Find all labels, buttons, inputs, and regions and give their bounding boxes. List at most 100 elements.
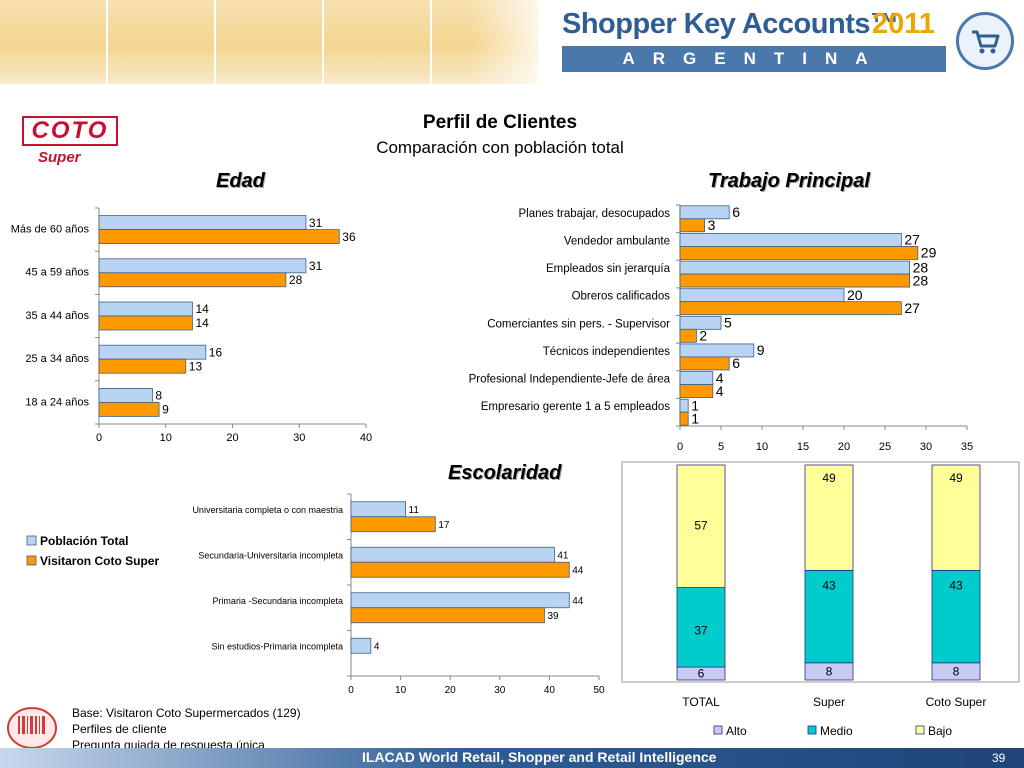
data-label: 4 bbox=[716, 383, 724, 399]
bar bbox=[98, 258, 307, 274]
legend-label: Alto bbox=[726, 724, 747, 738]
category-label: Secundaria-Universitaria incompleta bbox=[198, 551, 343, 561]
data-label: 9 bbox=[162, 403, 169, 417]
banner-photo bbox=[108, 0, 216, 84]
bar bbox=[679, 205, 730, 220]
brand-title: Shopper Key Accounts™ bbox=[562, 8, 899, 40]
category-label: Más de 60 años bbox=[11, 224, 90, 236]
page-title: Perfil de Clientes bbox=[422, 112, 578, 133]
brand-year: 2011 bbox=[872, 8, 935, 40]
category-label: Vendedor ambulante bbox=[564, 235, 670, 247]
tick-label: 25 bbox=[879, 441, 891, 453]
data-label: 36 bbox=[342, 230, 356, 244]
bar bbox=[98, 344, 207, 360]
tick-label: 10 bbox=[160, 432, 172, 444]
legend-swatch bbox=[807, 725, 817, 735]
bar bbox=[98, 401, 160, 417]
page-subtitle: Comparación con población total bbox=[376, 138, 624, 157]
data-label: 6 bbox=[698, 667, 705, 681]
tick-label: 30 bbox=[293, 432, 305, 444]
data-label: 28 bbox=[913, 272, 929, 288]
footnote-profile: Perfiles de cliente bbox=[72, 722, 167, 736]
tick-label: 30 bbox=[494, 685, 506, 696]
coto-logo: COTO Super bbox=[22, 116, 118, 168]
tick-label: 35 bbox=[961, 441, 973, 453]
bar bbox=[350, 561, 570, 578]
bar bbox=[98, 315, 193, 331]
category-label: Planes trabajar, desocupados bbox=[518, 208, 670, 220]
data-label: 31 bbox=[309, 216, 323, 230]
data-label: 11 bbox=[409, 505, 420, 516]
stacked-bar-segment bbox=[804, 569, 854, 664]
category-label: Empleados sin jerarquía bbox=[546, 263, 671, 275]
data-label: 4 bbox=[716, 370, 724, 386]
data-label: 5 bbox=[724, 315, 732, 331]
tick-label: 40 bbox=[544, 685, 556, 696]
bar bbox=[679, 371, 714, 385]
ilacad-logo bbox=[6, 706, 58, 750]
coto-logo-sub: Super bbox=[38, 149, 81, 166]
data-label: 27 bbox=[904, 232, 920, 248]
data-label: 6 bbox=[732, 204, 740, 220]
data-label: 28 bbox=[913, 259, 929, 275]
data-label: 16 bbox=[209, 345, 223, 359]
bar bbox=[98, 301, 193, 317]
header-banner: Shopper Key Accounts™ 2011 ARGENTINA bbox=[0, 0, 1024, 90]
bar bbox=[679, 260, 911, 275]
bar bbox=[350, 637, 372, 654]
category-label: Empresario gerente 1 a 5 empleados bbox=[481, 401, 670, 413]
data-label: 20 bbox=[847, 287, 863, 303]
category-label: Comerciantes sin pers. - Supervisor bbox=[487, 318, 670, 330]
legend-label: Población Total bbox=[40, 534, 128, 548]
banner-photo bbox=[324, 0, 432, 84]
bar bbox=[679, 233, 902, 247]
chart-title-trabajo: Trabajo Principal bbox=[708, 170, 870, 192]
tick-label: 10 bbox=[395, 685, 407, 696]
tick-label: 20 bbox=[445, 685, 457, 696]
data-label: 9 bbox=[757, 342, 765, 358]
tick-label: 30 bbox=[920, 441, 932, 453]
category-label: TOTAL bbox=[682, 695, 720, 709]
footer-text: ILACAD World Retail, Shopper and Retail … bbox=[362, 749, 717, 765]
bar bbox=[98, 229, 340, 245]
banner-photo bbox=[0, 0, 108, 84]
bar bbox=[98, 358, 187, 374]
tick-label: 15 bbox=[797, 441, 809, 453]
stacked-bar-segment bbox=[804, 464, 854, 571]
category-label: Profesional Independiente-Jefe de área bbox=[469, 374, 671, 386]
data-label: 41 bbox=[557, 550, 569, 561]
chart-title-escolaridad: Escolaridad bbox=[448, 462, 562, 484]
page-number: 39 bbox=[992, 751, 1006, 765]
stacked-bar-segment bbox=[676, 587, 726, 668]
data-label: 31 bbox=[309, 259, 323, 273]
data-label: 44 bbox=[572, 596, 584, 607]
tick-label: 40 bbox=[360, 432, 372, 444]
data-label: 43 bbox=[822, 579, 836, 593]
category-label: Super bbox=[813, 695, 845, 709]
category-label: 45 a 59 años bbox=[25, 267, 89, 279]
footer-bar bbox=[0, 748, 1024, 768]
bar bbox=[350, 546, 555, 563]
shopping-cart-icon bbox=[956, 12, 1014, 70]
data-label: 8 bbox=[953, 665, 960, 679]
category-label: Obreros calificados bbox=[572, 291, 671, 303]
data-label: 14 bbox=[195, 302, 209, 316]
legend-label: Visitaron Coto Super bbox=[40, 554, 159, 568]
tick-label: 20 bbox=[226, 432, 238, 444]
tick-label: 5 bbox=[718, 441, 724, 453]
bar bbox=[679, 288, 845, 303]
legend-label: Medio bbox=[820, 724, 853, 738]
data-label: 4 bbox=[374, 641, 380, 652]
data-label: 29 bbox=[921, 245, 937, 261]
brand-country: ARGENTINA bbox=[562, 46, 946, 72]
bar bbox=[350, 592, 570, 609]
bar bbox=[679, 343, 755, 358]
data-label: 8 bbox=[826, 665, 833, 679]
data-label: 2 bbox=[699, 328, 707, 344]
bar bbox=[679, 273, 911, 288]
data-label: 28 bbox=[289, 273, 303, 287]
banner-photo bbox=[216, 0, 324, 84]
data-label: 49 bbox=[822, 471, 836, 485]
data-label: 57 bbox=[694, 518, 708, 532]
data-label: 8 bbox=[155, 389, 162, 403]
